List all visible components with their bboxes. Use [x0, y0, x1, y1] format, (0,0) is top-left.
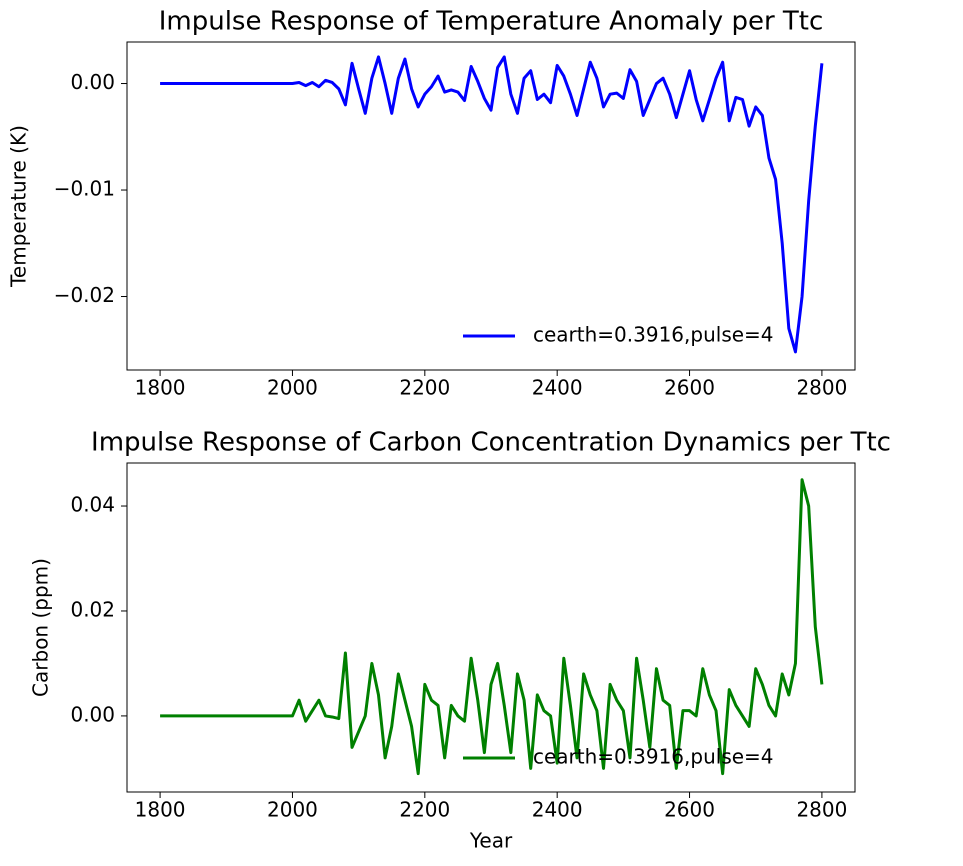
legend-label: cearth=0.3916,pulse=4 — [533, 323, 774, 347]
y-tick-label: −0.01 — [54, 177, 115, 201]
chart-title: Impulse Response of Carbon Concentration… — [91, 428, 891, 458]
x-tick-label: 2200 — [399, 376, 450, 400]
data-line — [160, 55, 824, 354]
legend-label: cearth=0.3916,pulse=4 — [533, 745, 774, 769]
x-axis-label: Year — [469, 829, 513, 853]
x-tick-label: 1800 — [135, 376, 186, 400]
x-tick-label: 2000 — [267, 798, 318, 822]
y-axis-label: Carbon (ppm) — [29, 558, 53, 697]
x-tick-label: 2000 — [267, 376, 318, 400]
x-tick-label: 2200 — [399, 798, 450, 822]
x-tick-label: 2800 — [796, 376, 847, 400]
plot-frame — [126, 462, 856, 793]
data-line — [160, 478, 824, 776]
y-tick-label: 0.00 — [70, 70, 115, 94]
y-tick-label: 0.04 — [70, 493, 115, 517]
x-tick-label: 2600 — [664, 376, 715, 400]
x-tick-label: 2600 — [664, 798, 715, 822]
plot-frame — [126, 41, 856, 371]
chart-title: Impulse Response of Temperature Anomaly … — [159, 7, 824, 37]
x-tick-label: 2400 — [532, 798, 583, 822]
x-tick-label: 2800 — [796, 798, 847, 822]
y-axis-label: Temperature (K) — [7, 125, 31, 288]
x-tick-label: 2400 — [532, 376, 583, 400]
y-tick-label: 0.00 — [70, 702, 115, 726]
x-tick-label: 1800 — [135, 798, 186, 822]
y-tick-label: −0.02 — [54, 283, 115, 307]
y-tick-label: 0.02 — [70, 597, 115, 621]
